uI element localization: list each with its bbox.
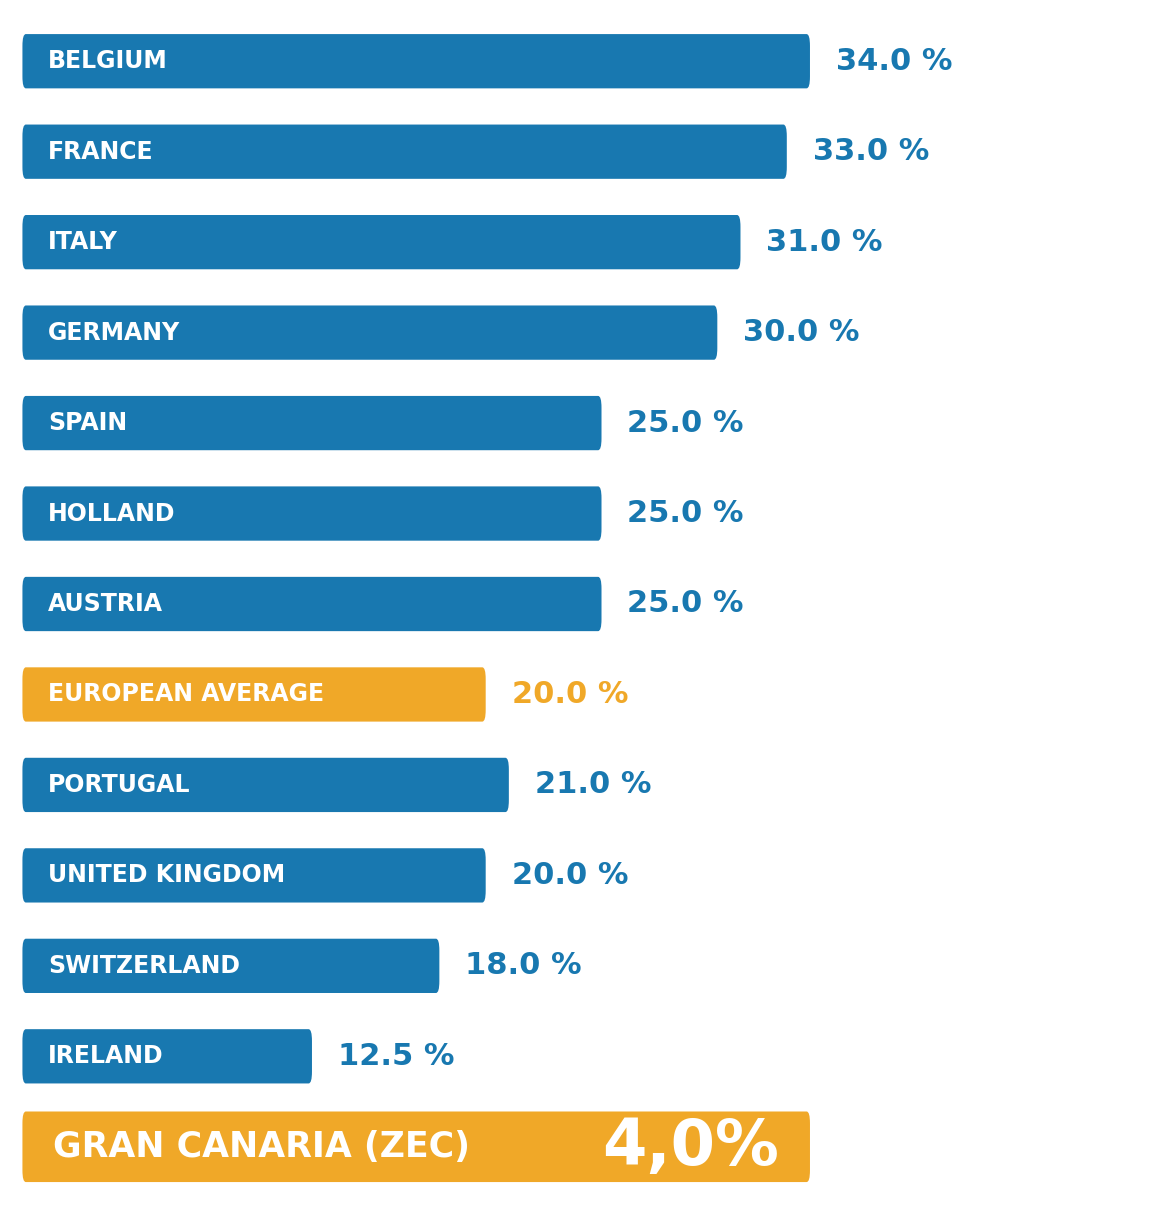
Text: ITALY: ITALY (48, 231, 118, 254)
FancyBboxPatch shape (23, 757, 508, 812)
Text: 31.0 %: 31.0 % (766, 227, 883, 256)
Text: 4,0%: 4,0% (603, 1116, 779, 1178)
Text: 18.0 %: 18.0 % (466, 952, 582, 981)
Text: 12.5 %: 12.5 % (338, 1041, 454, 1070)
Text: FRANCE: FRANCE (48, 140, 154, 164)
FancyBboxPatch shape (23, 848, 485, 902)
FancyBboxPatch shape (23, 396, 601, 451)
FancyBboxPatch shape (23, 577, 601, 631)
FancyBboxPatch shape (23, 306, 718, 360)
FancyBboxPatch shape (23, 34, 810, 88)
FancyBboxPatch shape (23, 124, 787, 179)
Text: 25.0 %: 25.0 % (627, 408, 744, 437)
Text: 25.0 %: 25.0 % (627, 590, 744, 618)
Text: 33.0 %: 33.0 % (813, 138, 929, 167)
Text: 25.0 %: 25.0 % (627, 499, 744, 528)
Text: SPAIN: SPAIN (48, 411, 128, 435)
FancyBboxPatch shape (23, 1111, 810, 1183)
Text: 21.0 %: 21.0 % (535, 771, 651, 800)
Text: UNITED KINGDOM: UNITED KINGDOM (48, 864, 285, 888)
Text: BELGIUM: BELGIUM (48, 50, 168, 74)
Text: SWITZERLAND: SWITZERLAND (48, 954, 240, 977)
Text: 34.0 %: 34.0 % (836, 47, 952, 76)
Text: 20.0 %: 20.0 % (512, 861, 628, 890)
FancyBboxPatch shape (23, 1029, 312, 1084)
Text: EUROPEAN AVERAGE: EUROPEAN AVERAGE (48, 683, 324, 707)
FancyBboxPatch shape (23, 487, 601, 541)
Text: 20.0 %: 20.0 % (512, 680, 628, 709)
Text: GRAN CANARIA (ZEC): GRAN CANARIA (ZEC) (53, 1129, 470, 1163)
Text: PORTUGAL: PORTUGAL (48, 773, 191, 797)
Text: HOLLAND: HOLLAND (48, 501, 176, 525)
Text: IRELAND: IRELAND (48, 1044, 164, 1068)
FancyBboxPatch shape (23, 939, 439, 993)
Text: 30.0 %: 30.0 % (743, 318, 860, 347)
FancyBboxPatch shape (23, 215, 741, 269)
Text: GERMANY: GERMANY (48, 320, 181, 344)
FancyBboxPatch shape (23, 667, 485, 721)
Text: AUSTRIA: AUSTRIA (48, 592, 163, 616)
